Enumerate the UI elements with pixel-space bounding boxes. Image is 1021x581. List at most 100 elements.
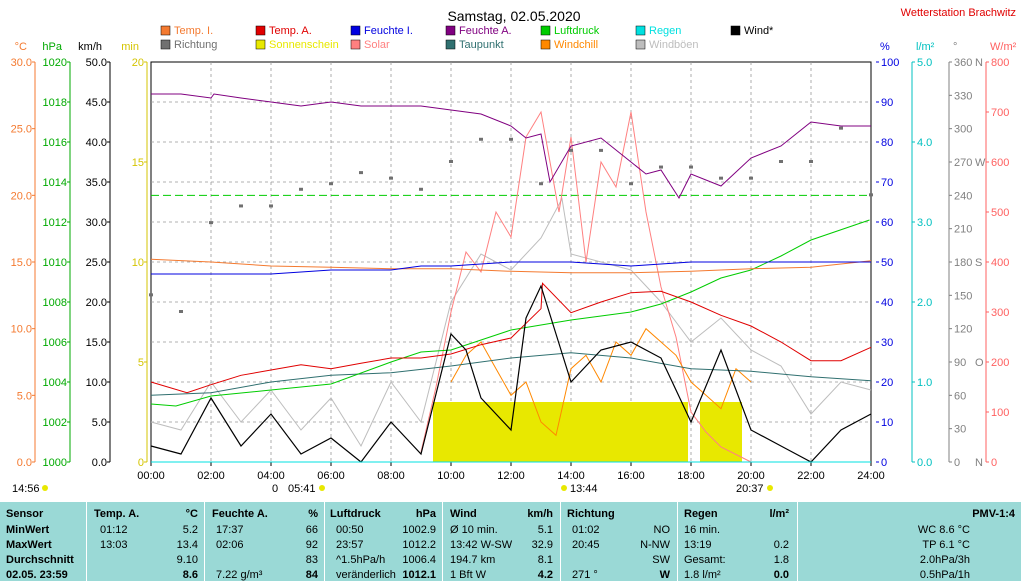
weather-chart: Samstag, 02.05.2020 Wetterstation Brachw… [11,7,1017,495]
axis-unit-right: l/m² [916,41,935,53]
axis-label-right: 2.0 [917,297,932,309]
series-point-richtung [479,137,483,141]
cell-regen-value: 0.0 [773,569,789,581]
axis-label-right: 60 [954,390,966,402]
axis-label-right: 10 [881,417,893,429]
chart-title: Samstag, 02.05.2020 [447,8,580,24]
axis-unit-left: hPa [42,41,62,53]
cell-luftdruck-time: veränderlich [336,569,396,581]
cell-wind-value: 8.1 [537,554,553,566]
axis-compass-label: W [975,157,986,169]
cell-luftdruck-value: 1012.1 [402,569,436,581]
axis-label-right: 200 [991,357,1009,369]
cell-richtung-value: W [659,569,670,581]
legend-swatch [635,25,646,36]
axis-label-right: 700 [991,107,1009,119]
header-pmv: PMV-1:4 [972,508,1015,520]
axis-compass-label: N [975,457,983,469]
legend-swatch [160,25,171,36]
cell-luftdruck-value: 1002.9 [402,524,436,536]
axis-label-right: 150 [954,290,972,302]
axis-label-right: 100 [991,407,1009,419]
axis-label-right: 300 [954,124,972,136]
axis-label-right: 100 [881,57,899,69]
sun-marker-icon [561,485,567,491]
cell-feuchte-time: 7.22 g/m³ [216,569,263,581]
axis-label-left: 1008 [43,297,67,309]
cell-feuchte-value: 83 [305,554,318,566]
axis-label-left: 40.0 [86,137,107,149]
axis-label-right: 30 [881,337,893,349]
axis-label-right: 240 [954,190,972,202]
legend: Temp. I. Temp. A. Feuchte I. Feuchte A. Luft… [160,25,774,51]
axis-label-left: 30.0 [86,217,107,229]
series-bar-sonnenschein [700,402,742,462]
series-point-richtung [599,148,603,152]
legend-label: Solar [364,39,390,51]
axis-label-left: 1014 [43,177,67,189]
axis-label-left: 0 [138,457,144,469]
legend-label: Regen [649,25,681,37]
axis-label-left: 5.0 [92,417,107,429]
axis-label-left: 30.0 [11,57,32,69]
series-point-richtung [629,182,633,186]
axis-label-right: 50 [881,257,893,269]
x-tick-label: 02:00 [197,470,225,482]
axis-label-left: 25.0 [86,257,107,269]
series-line-temp-a [150,282,872,394]
axis-label-left: 10.0 [86,377,107,389]
axis-label-left: 1000 [43,457,67,469]
cell-richtung-value: SW [652,554,670,566]
axis-unit-right: % [880,41,890,53]
cell-luftdruck-value: 1012.2 [402,539,436,551]
series-point-richtung [299,187,303,191]
row-label: MinWert [6,524,50,536]
cell-wind-value: 4.2 [537,569,553,581]
legend-swatch [160,39,171,50]
legend-swatch [350,39,361,50]
axis-label-left: 10 [132,257,144,269]
legend-swatch [445,39,456,50]
axis-label-right: 5.0 [917,57,932,69]
x-tick-label: 12:00 [497,470,525,482]
series-point-richtung [869,193,873,197]
x-tick-label: 14:00 [557,470,585,482]
axis-unit-left: °C [15,41,27,53]
cell-feuchte-time: 02:06 [216,539,244,551]
series-line-windböen [150,197,872,448]
legend-label: Taupunkt [459,39,504,51]
axis-label-right: 40 [881,297,893,309]
cell-richtung-value: N-NW [640,539,670,551]
cell-pmv: WC 8.6 °C [917,524,970,536]
cell-pmv: TP 6.1 °C [922,539,970,551]
axis-label-left: 20.0 [86,297,107,309]
axis-unit-left: min [121,41,139,53]
cell-temp-time: 13:03 [100,539,128,551]
axis-label-left: 15 [132,157,144,169]
series-point-richtung [719,176,723,180]
cell-temp-value: 13.4 [176,539,198,551]
cell-richtung-time: 271 ° [572,569,598,581]
legend-label: Feuchte A. [459,25,512,37]
x-tick-label: 24:00 [857,470,885,482]
axis-label-right: 300 [991,307,1009,319]
header-richtung: Richtung [567,508,615,520]
axis-unit-right: W/m² [990,41,1017,53]
axis-label-left: 50.0 [86,57,107,69]
axis-label-right: 90 [954,357,966,369]
axis-label-left: 1006 [43,337,67,349]
axis-label-left: 1012 [43,217,67,229]
sun-marker-icon [42,485,48,491]
legend-swatch [350,25,361,36]
x-tick-label: 16:00 [617,470,645,482]
axis-label-left: 35.0 [86,177,107,189]
header-regen-unit: l/m² [769,508,789,520]
series-line-taupunkt [150,352,872,396]
axis-label-left: 5.0 [17,390,32,402]
axis-label-right: 210 [954,224,972,236]
axis-label-left: 1004 [43,377,67,389]
cell-regen-value: 1.8 [773,554,789,566]
x-tick-label: 18:00 [677,470,705,482]
axis-label-right: 800 [991,57,1009,69]
header-feuchte: Feuchte A. [212,508,268,520]
